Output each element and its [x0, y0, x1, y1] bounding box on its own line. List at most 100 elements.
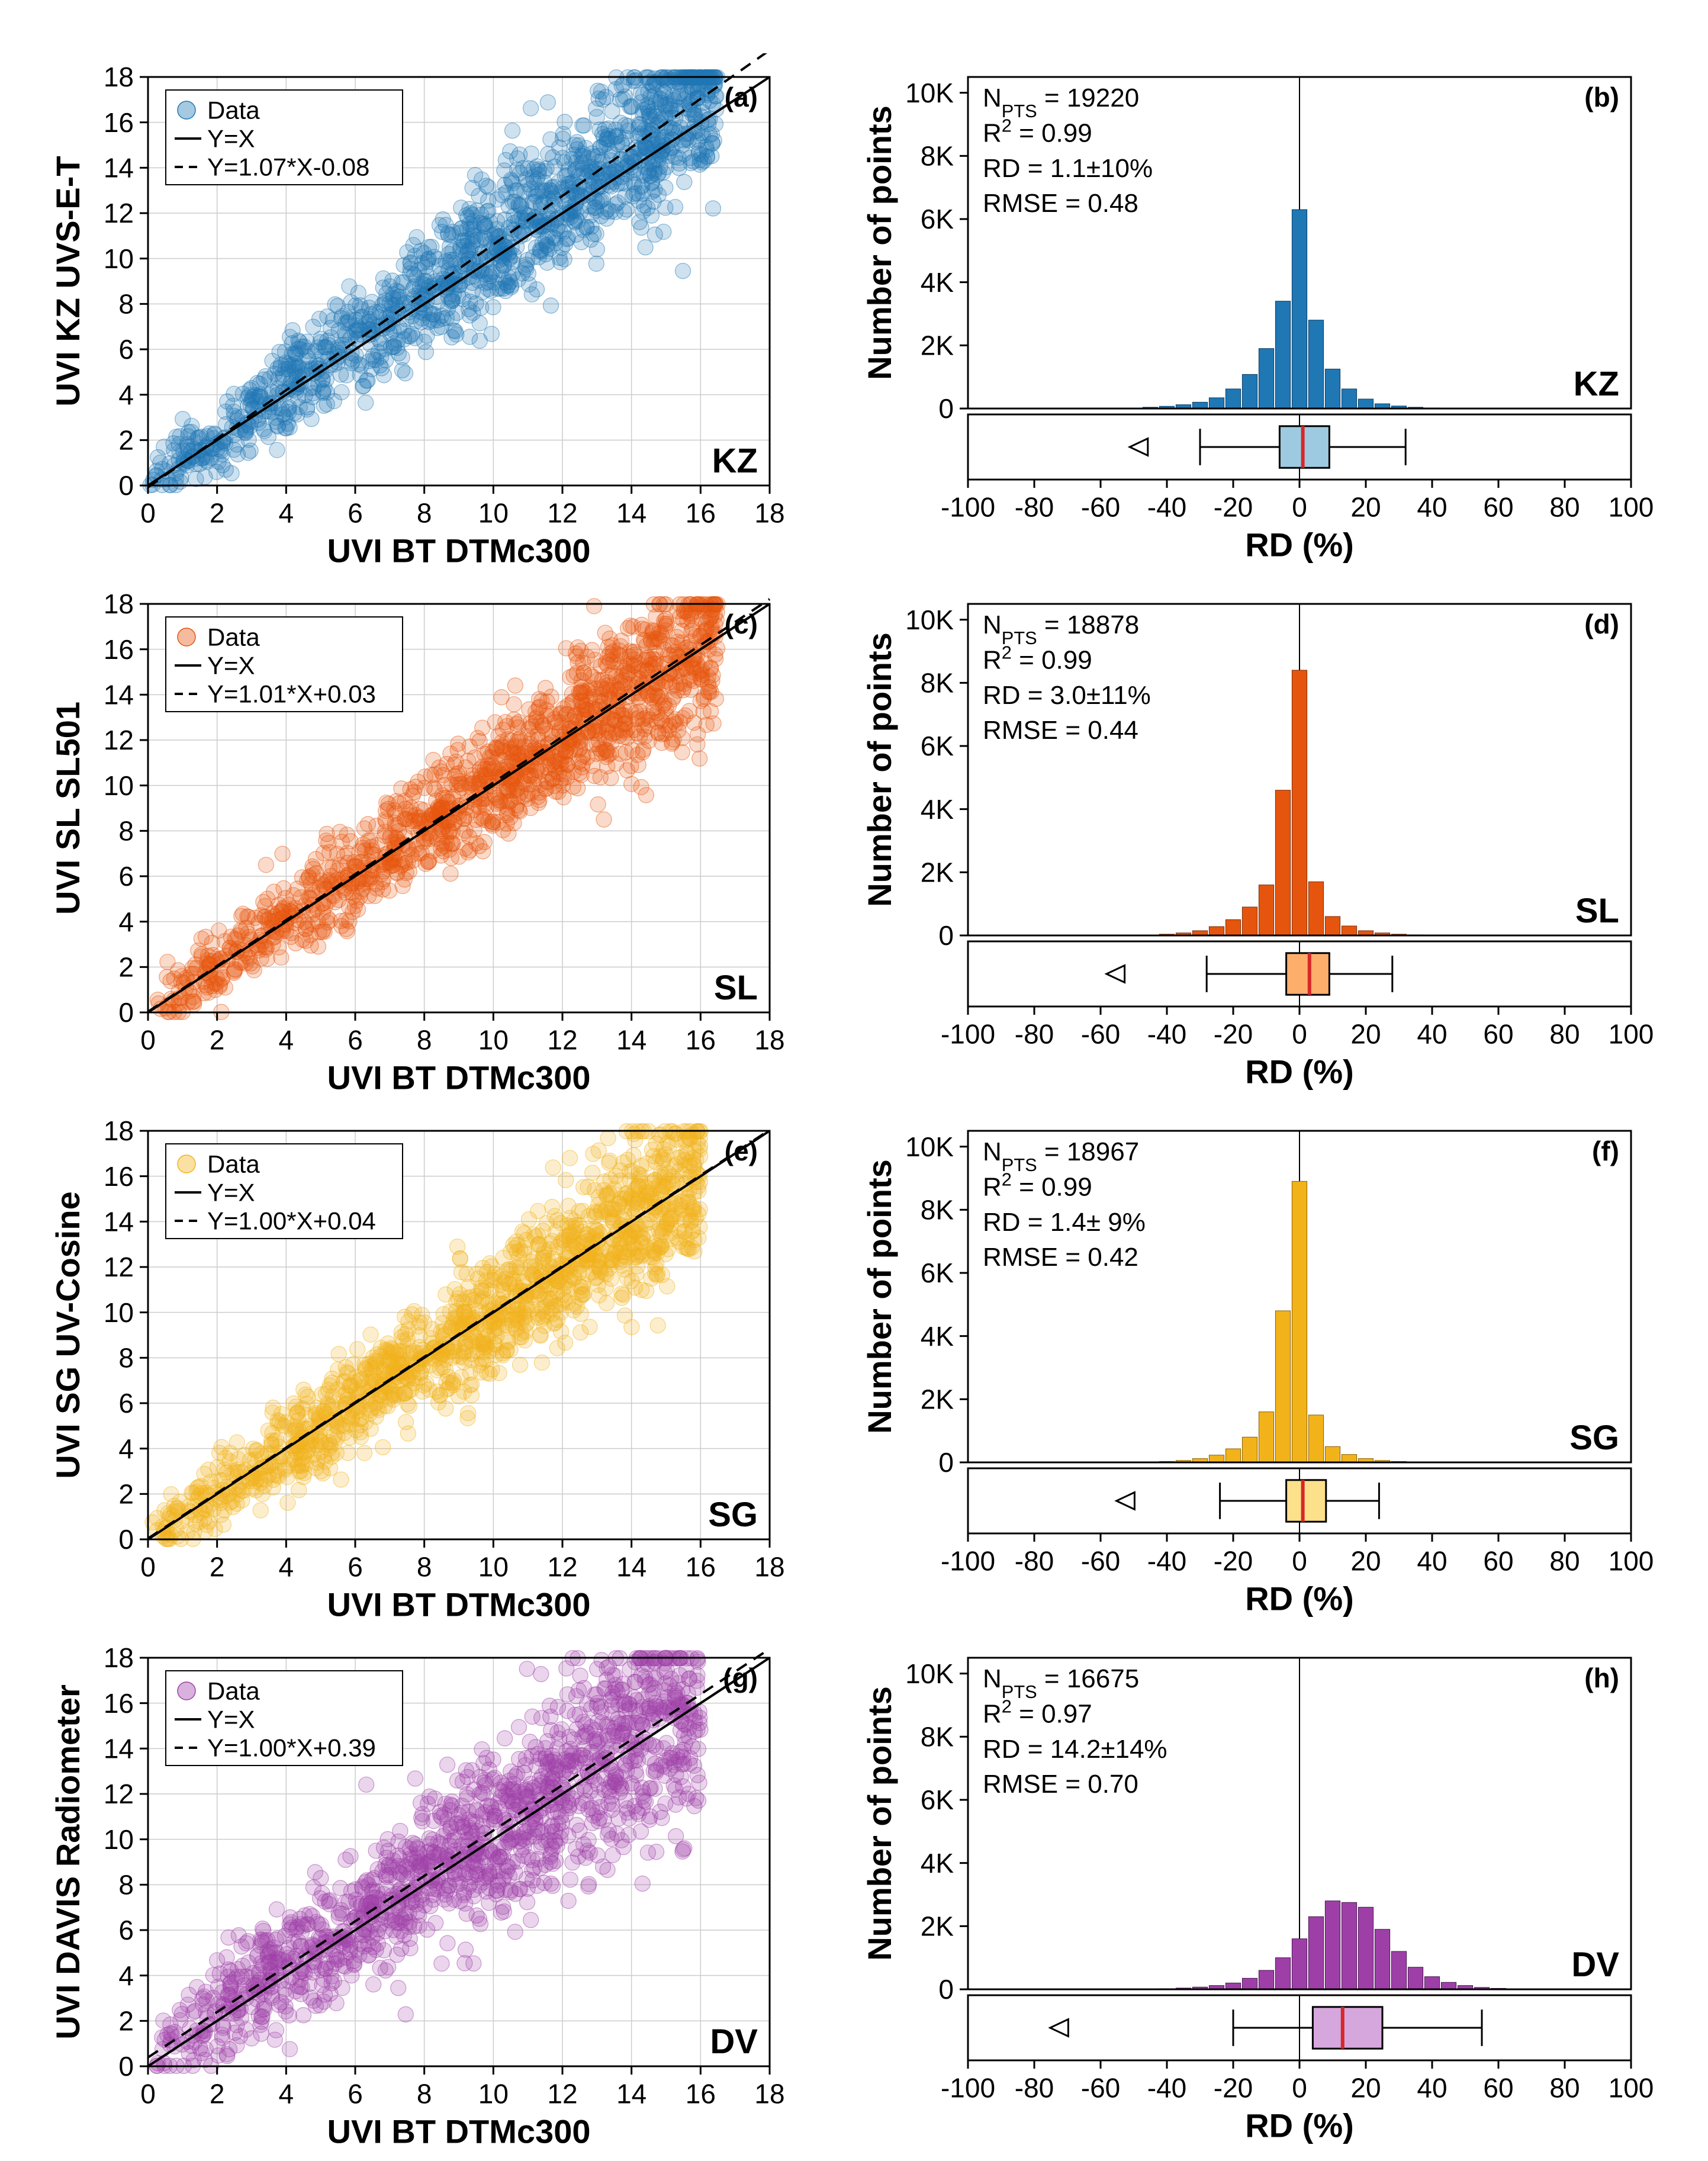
svg-text:60: 60: [1483, 1018, 1513, 1049]
svg-text:14: 14: [104, 1206, 134, 1237]
svg-text:Number of points: Number of points: [861, 105, 898, 380]
svg-text:4: 4: [279, 497, 294, 528]
svg-text:12: 12: [104, 1252, 134, 1282]
svg-text:-20: -20: [1214, 1545, 1253, 1576]
svg-text:18: 18: [104, 62, 134, 92]
hist-panel-KZ: 02K4K6K8K10K-100-80-60-40-20020406080100…: [838, 53, 1667, 580]
svg-text:60: 60: [1483, 491, 1513, 522]
svg-text:-40: -40: [1147, 1545, 1186, 1576]
svg-text:2K: 2K: [921, 330, 954, 361]
svg-text:8K: 8K: [921, 140, 954, 171]
svg-text:8: 8: [417, 1024, 432, 1055]
svg-text:6K: 6K: [921, 731, 954, 761]
svg-text:20: 20: [1350, 491, 1381, 522]
svg-text:-20: -20: [1214, 491, 1253, 522]
svg-text:RD (%): RD (%): [1245, 526, 1354, 564]
svg-text:RMSE = 0.48: RMSE = 0.48: [983, 189, 1138, 218]
hist-panel-DV: 02K4K6K8K10K-100-80-60-40-20020406080100…: [838, 1634, 1667, 2161]
hist-panel-SL: 02K4K6K8K10K-100-80-60-40-20020406080100…: [838, 580, 1667, 1107]
svg-text:10: 10: [478, 1024, 509, 1055]
svg-text:6: 6: [348, 1551, 363, 1582]
svg-text:80: 80: [1549, 491, 1580, 522]
svg-text:12: 12: [547, 1024, 577, 1055]
svg-text:UVI BT DTMc300: UVI BT DTMc300: [327, 1059, 591, 1096]
svg-text:RD = 1.1±10%: RD = 1.1±10%: [983, 154, 1153, 183]
svg-text:0: 0: [1292, 1018, 1307, 1049]
svg-text:Y=X: Y=X: [207, 125, 255, 153]
svg-text:4: 4: [118, 1433, 134, 1464]
svg-text:KZ: KZ: [1574, 365, 1619, 403]
svg-text:R2 = 0.99: R2 = 0.99: [983, 1169, 1092, 1202]
svg-text:2: 2: [210, 497, 225, 528]
svg-text:10: 10: [104, 1297, 134, 1328]
scatter-panel-KZ: 024681012141618024681012141618UVI BT DTM…: [30, 53, 805, 580]
svg-text:Y=X: Y=X: [207, 1179, 255, 1207]
svg-text:8: 8: [118, 815, 134, 846]
svg-text:18: 18: [104, 589, 134, 619]
svg-text:4: 4: [118, 906, 134, 937]
svg-text:2K: 2K: [921, 857, 954, 887]
svg-text:(f): (f): [1592, 1136, 1619, 1166]
svg-text:SL: SL: [714, 969, 758, 1007]
svg-text:(c): (c): [725, 609, 758, 639]
hist-panel-SG: 02K4K6K8K10K-100-80-60-40-20020406080100…: [838, 1107, 1667, 1634]
svg-text:UVI SL SL501: UVI SL SL501: [49, 702, 86, 915]
svg-text:Data: Data: [207, 1150, 260, 1178]
svg-text:6: 6: [118, 861, 134, 892]
svg-text:10: 10: [104, 770, 134, 801]
svg-text:RD (%): RD (%): [1245, 1580, 1354, 1617]
svg-text:14: 14: [104, 679, 134, 710]
svg-text:Y=1.07*X-0.08: Y=1.07*X-0.08: [207, 153, 369, 181]
svg-text:12: 12: [547, 1551, 577, 1582]
svg-text:RMSE = 0.42: RMSE = 0.42: [983, 1243, 1138, 1272]
svg-text:60: 60: [1483, 1545, 1513, 1576]
svg-text:-20: -20: [1214, 1018, 1253, 1049]
svg-text:18: 18: [754, 1024, 784, 1055]
svg-text:6: 6: [118, 1388, 134, 1419]
svg-text:4: 4: [279, 1024, 294, 1055]
svg-text:18: 18: [104, 1115, 134, 1146]
svg-text:100: 100: [1609, 1018, 1654, 1049]
svg-text:100: 100: [1609, 1545, 1654, 1576]
svg-text:14: 14: [616, 497, 646, 528]
svg-text:4K: 4K: [921, 1321, 954, 1352]
svg-text:SG: SG: [1569, 1419, 1619, 1457]
svg-text:(e): (e): [725, 1136, 758, 1166]
svg-text:14: 14: [104, 152, 134, 183]
svg-text:RMSE = 0.44: RMSE = 0.44: [983, 716, 1138, 745]
svg-text:Number of points: Number of points: [861, 1159, 898, 1434]
svg-text:6: 6: [348, 1024, 363, 1055]
svg-text:2: 2: [118, 425, 134, 455]
svg-text:R2 = 0.99: R2 = 0.99: [983, 642, 1092, 675]
svg-text:6: 6: [348, 497, 363, 528]
svg-text:10: 10: [478, 497, 509, 528]
svg-text:Data: Data: [207, 623, 260, 651]
svg-text:Y=1.00*X+0.04: Y=1.00*X+0.04: [207, 1207, 376, 1235]
svg-text:-40: -40: [1147, 491, 1186, 522]
svg-text:0: 0: [140, 1024, 156, 1055]
svg-text:Y=X: Y=X: [207, 652, 255, 680]
svg-text:100: 100: [1609, 491, 1654, 522]
svg-text:(d): (d): [1584, 609, 1619, 639]
svg-text:0: 0: [118, 1524, 134, 1555]
svg-text:8: 8: [417, 497, 432, 528]
svg-text:10K: 10K: [905, 1131, 954, 1162]
svg-text:UVI BT DTMc300: UVI BT DTMc300: [327, 532, 591, 570]
svg-text:Number of points: Number of points: [861, 632, 898, 907]
svg-text:2: 2: [210, 1551, 225, 1582]
svg-text:0: 0: [938, 920, 954, 951]
svg-text:-100: -100: [941, 1018, 995, 1049]
svg-text:14: 14: [616, 1024, 646, 1055]
scatter-panel-SL: 024681012141618024681012141618UVI BT DTM…: [30, 580, 805, 1107]
svg-text:0: 0: [118, 997, 134, 1028]
svg-text:-60: -60: [1081, 1545, 1120, 1576]
svg-text:0: 0: [118, 470, 134, 501]
svg-text:40: 40: [1417, 1545, 1447, 1576]
svg-text:10: 10: [104, 243, 134, 274]
svg-text:6K: 6K: [921, 204, 954, 234]
svg-text:8: 8: [417, 1551, 432, 1582]
svg-text:RD (%): RD (%): [1245, 1053, 1354, 1091]
svg-text:16: 16: [104, 634, 134, 665]
figure-root: 024681012141618024681012141618UVI BT DTM…: [0, 0, 1708, 2147]
svg-text:-100: -100: [941, 491, 995, 522]
